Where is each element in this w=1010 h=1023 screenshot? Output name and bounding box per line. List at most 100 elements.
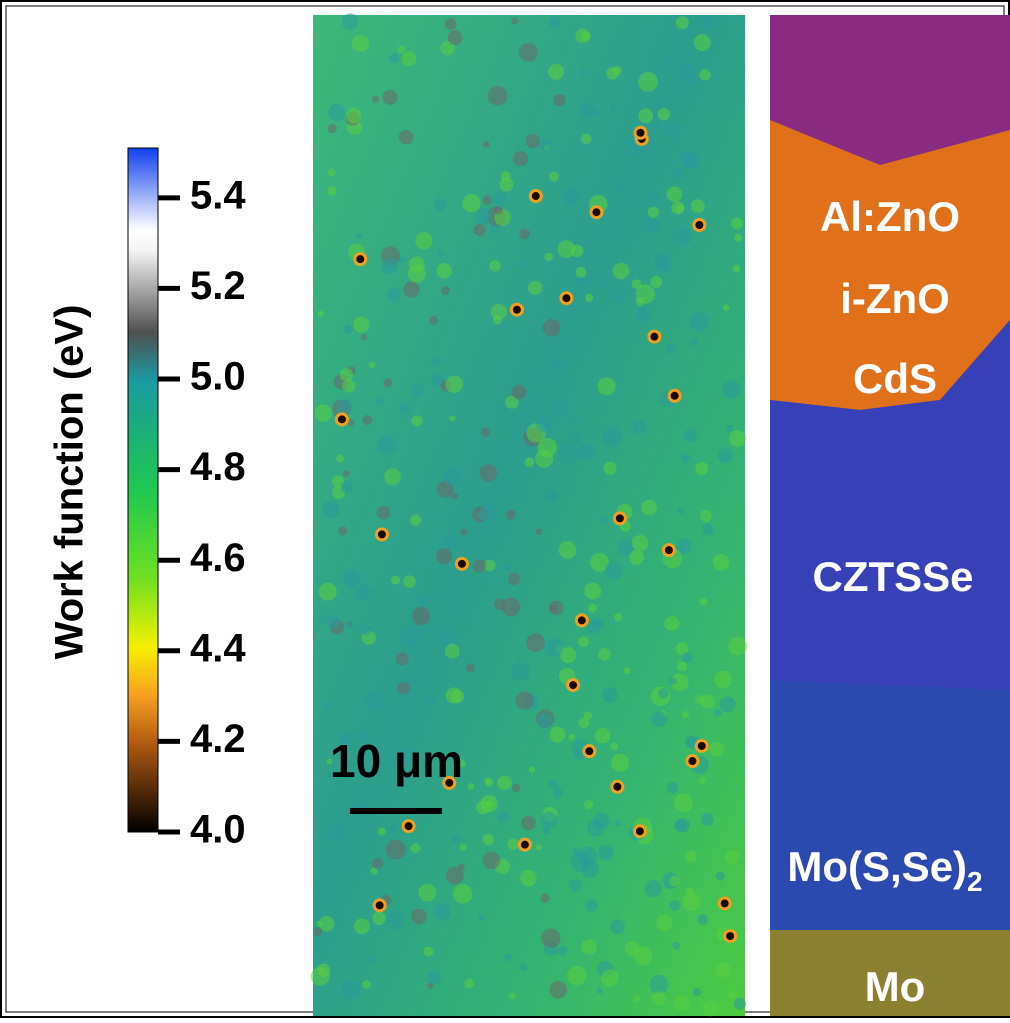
texture [370,867,379,875]
texture [527,280,543,295]
texture [322,500,340,518]
texture [614,820,622,827]
texture [381,257,398,274]
texture [355,233,362,240]
texture [685,850,698,863]
texture [345,107,362,124]
texture [443,533,459,550]
tick-label: 4.8 [190,445,246,489]
texture [385,839,406,860]
texture [475,800,491,815]
texture [519,964,528,972]
texture [580,133,592,145]
texture [700,812,714,826]
texture [362,415,373,425]
texture [318,582,337,601]
texture [597,377,616,396]
texture [457,759,466,768]
texture [487,85,508,106]
texture [572,433,583,444]
tick-label: 4.2 [190,717,246,761]
texture [483,559,496,572]
texture [507,572,521,585]
texture [557,946,568,956]
texture [398,402,411,415]
texture [411,606,431,626]
texture [314,404,332,422]
texture [336,398,353,415]
texture [390,824,397,832]
texture [338,526,348,536]
texture [712,553,730,571]
texture [636,307,651,322]
cross-section: Al:ZnO i-ZnO CdS CZTSSe Mo(S,Se)2 Mo [770,15,1010,1016]
texture [650,276,663,289]
layer [770,120,1010,410]
texture [692,987,702,997]
texture [525,133,540,149]
texture [552,400,570,418]
texture [575,276,586,286]
texture [602,426,623,447]
texture [511,384,527,400]
texture [595,727,611,744]
texture [510,17,519,25]
texture [386,287,402,303]
texture [722,379,741,399]
tick-label: 5.2 [190,264,246,308]
texture [356,730,367,742]
layer [770,320,1010,690]
texture [585,899,598,912]
texture [492,192,507,207]
texture [411,415,423,427]
texture [548,63,565,80]
texture [548,600,564,616]
texture [693,34,711,52]
texture [475,208,492,225]
particle-core [520,840,529,849]
texture [515,691,534,710]
colorbar-axis: 4.0 4.2 4.4 4.6 4.8 5.0 5.2 5.4 [158,173,246,852]
texture [426,969,442,985]
texture [690,199,705,214]
texture [713,709,722,717]
texture [575,267,587,278]
layer-label: Mo(S,Se)2 [787,843,982,897]
texture [399,746,417,764]
texture [511,783,521,793]
texture [593,813,610,830]
texture [581,939,598,955]
texture [434,198,447,211]
texture [391,575,400,585]
texture [410,843,421,854]
texture [699,597,708,606]
particle-core [720,899,729,908]
layer-label: Al:ZnO [820,193,960,240]
texture [670,673,689,692]
texture [588,603,597,613]
texture [584,800,594,810]
texture [612,262,630,280]
texture [500,171,511,182]
texture [445,866,464,885]
texture [700,509,712,522]
texture [546,489,559,502]
texture [671,201,685,215]
texture [411,908,427,925]
texture [676,661,688,672]
particle-core [615,514,624,523]
texture [651,711,668,727]
texture [363,691,383,711]
texture [318,615,326,623]
texture [505,509,517,520]
texture [403,575,416,588]
texture [699,69,711,81]
layer-label: i-ZnO [840,275,950,322]
particle-core [688,757,697,766]
texture [603,461,617,475]
texture [727,991,736,1000]
texture [579,102,595,118]
texture [585,618,601,634]
texture [438,629,457,648]
texture [317,310,324,317]
